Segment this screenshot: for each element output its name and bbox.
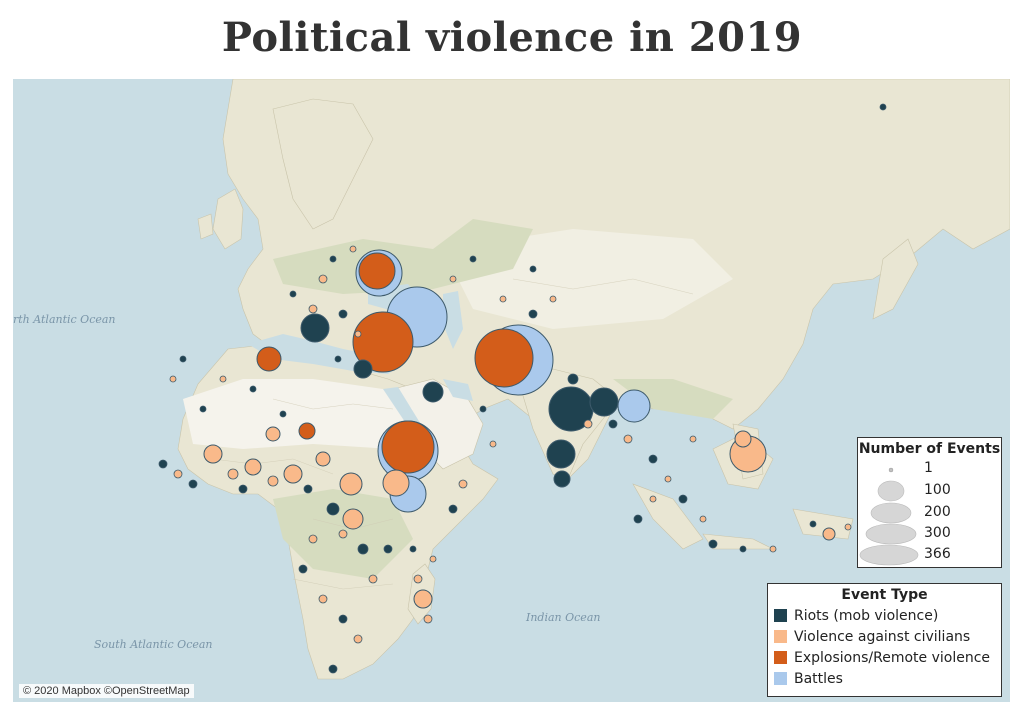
caspian-sea	[443, 291, 463, 349]
legend-swatch	[774, 651, 787, 664]
size-legend-label: 366	[924, 546, 951, 562]
legend-label: Riots (mob violence)	[794, 607, 939, 624]
legend-swatch	[774, 630, 787, 643]
event-bubble	[244, 458, 262, 476]
map-title: Political violence in 2019	[221, 14, 803, 61]
sahara-desert	[183, 379, 413, 449]
event-bubble	[382, 469, 410, 497]
event-bubble	[422, 381, 444, 403]
scandinavia-land	[272, 98, 374, 230]
size-legend: Number of Events 1 100 200 300 366	[857, 437, 1002, 568]
persian-gulf	[443, 379, 473, 401]
legend-item-civilians[interactable]: Violence against civilians	[768, 626, 1001, 647]
size-legend-label: 300	[924, 525, 951, 541]
legend-label: Violence against civilians	[794, 628, 971, 645]
event-bubble	[300, 313, 330, 343]
event-bubble	[203, 444, 223, 464]
event-type-legend: Event Type Riots (mob violence) Violence…	[767, 583, 1002, 697]
legend-item-explosions[interactable]: Explosions/Remote violence	[768, 647, 1001, 668]
size-legend-entry: 300	[858, 523, 1001, 545]
event-bubble	[553, 470, 571, 488]
size-legend-entry: 366	[858, 544, 1001, 566]
ocean-label-north-atlantic: rth Atlantic Ocean	[13, 313, 116, 326]
event-bubble	[256, 346, 282, 372]
basemap	[13, 79, 1010, 702]
size-legend-label: 200	[924, 504, 951, 520]
event-bubble	[298, 422, 316, 440]
event-bubble	[617, 389, 651, 423]
ocean-label-south-atlantic: South Atlantic Ocean	[94, 638, 213, 651]
size-legend-label: 1	[924, 460, 933, 476]
forest-zone	[273, 219, 533, 294]
event-bubble	[381, 420, 435, 474]
size-legend-label: 100	[924, 482, 951, 498]
event-bubble	[822, 527, 836, 541]
legend-swatch	[774, 672, 787, 685]
legend-label: Explosions/Remote violence	[794, 649, 990, 666]
event-bubble	[353, 359, 373, 379]
ocean-label-indian: Indian Ocean	[526, 611, 601, 624]
event-bubble	[342, 508, 364, 530]
size-legend-title: Number of Events	[858, 441, 1001, 457]
event-bubbles	[203, 249, 836, 609]
event-bubble	[265, 426, 281, 442]
event-bubble	[734, 430, 752, 448]
event-bubble	[474, 328, 534, 388]
size-legend-entry: 1	[858, 460, 1001, 480]
size-legend-entry: 100	[858, 480, 1001, 502]
event-bubble	[283, 464, 303, 484]
map-attribution[interactable]: © 2020 Mapbox ©OpenStreetMap	[19, 684, 194, 698]
legend-item-battles[interactable]: Battles	[768, 668, 1001, 689]
event-bubble	[352, 311, 414, 373]
legend-swatch	[774, 609, 787, 622]
event-dots	[158, 103, 887, 674]
event-bubble	[339, 472, 363, 496]
legend-label: Battles	[794, 670, 843, 687]
british-isles-land	[212, 188, 244, 250]
event-bubble	[358, 252, 396, 290]
event-bubble	[589, 387, 619, 417]
event-bubble	[546, 439, 576, 469]
map-canvas[interactable]: rth Atlantic Ocean South Atlantic Ocean …	[13, 79, 1010, 702]
size-legend-entry: 200	[858, 502, 1001, 524]
event-bubble	[315, 451, 331, 467]
event-bubble	[413, 589, 433, 609]
legend-item-riots[interactable]: Riots (mob violence)	[768, 605, 1001, 626]
event-type-legend-title: Event Type	[841, 587, 928, 603]
